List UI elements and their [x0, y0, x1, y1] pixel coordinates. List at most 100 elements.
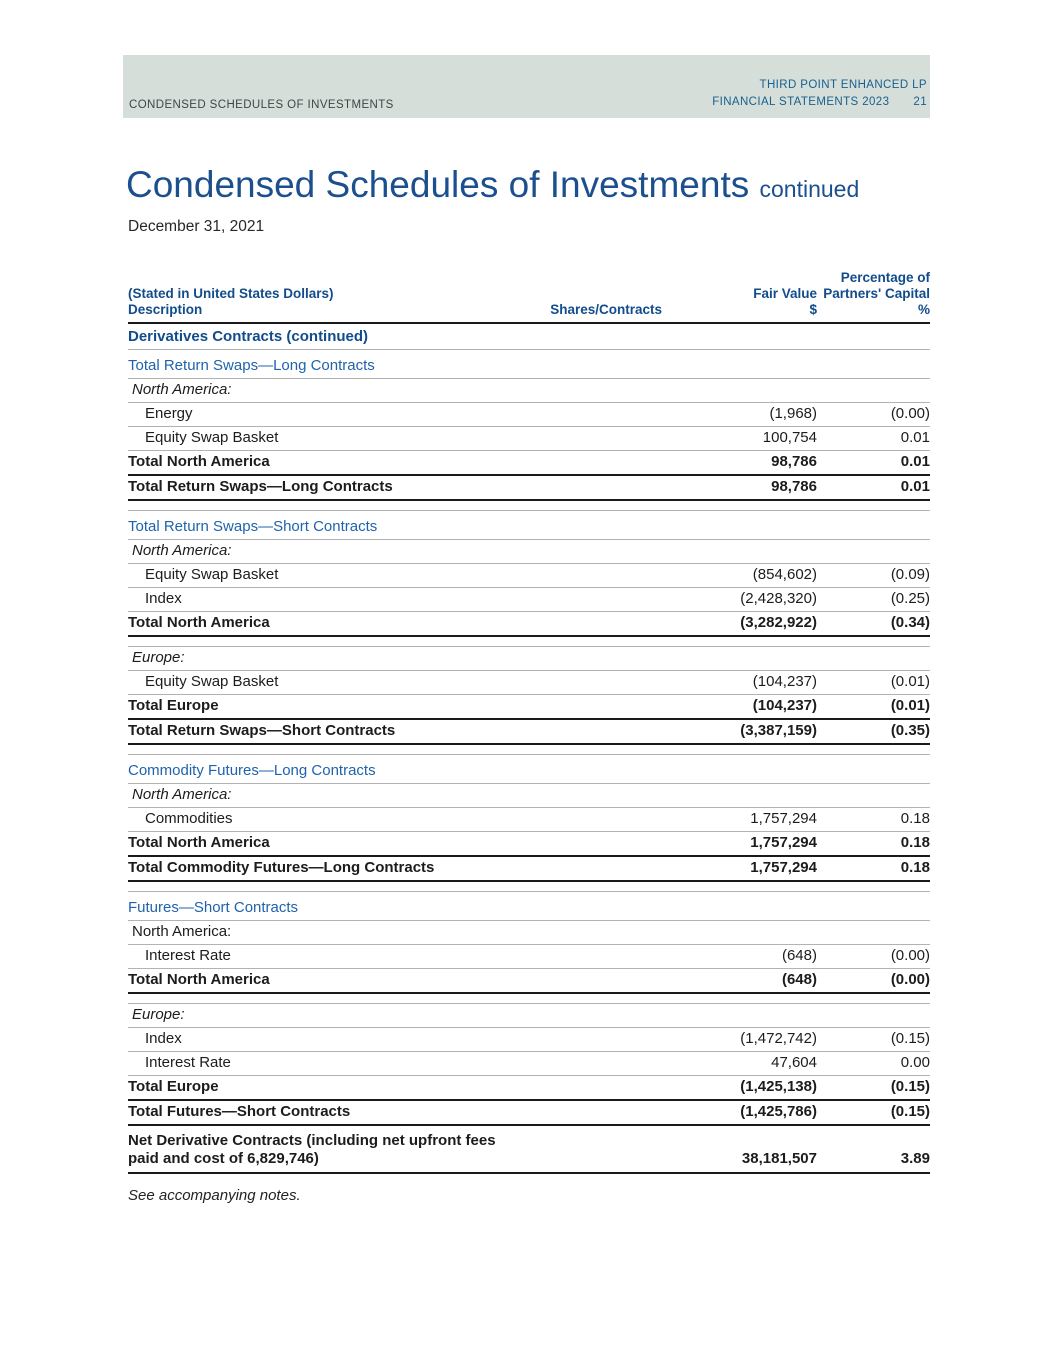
- header-percentage-line2: Partners' Capital: [823, 286, 930, 301]
- fair-value-cell: (104,237): [752, 673, 817, 690]
- table-region: (Stated in United States Dollars) Descri…: [128, 270, 930, 1204]
- row-label: Net Derivative Contracts (including net …: [128, 1132, 496, 1167]
- running-header-doc-line: FINANCIAL STATEMENTS 2023 21: [712, 94, 927, 111]
- row-label: Equity Swap Basket: [145, 429, 279, 446]
- region-row: North America:: [128, 921, 930, 945]
- percent-cell: (0.00): [890, 947, 930, 964]
- header-percentage-unit: %: [917, 302, 930, 317]
- running-header-right: THIRD POINT ENHANCED LP FINANCIAL STATEM…: [712, 77, 927, 111]
- row-label: Europe:: [132, 649, 185, 666]
- row-label: Total Europe: [128, 1078, 219, 1095]
- percent-cell: (0.15): [890, 1078, 930, 1095]
- row-label: Commodity Futures—Long Contracts: [128, 762, 376, 779]
- spacer-row: [128, 637, 930, 647]
- spacer-row: [128, 745, 930, 755]
- data-row: Index (2,428,320) (0.25): [128, 588, 930, 612]
- fair-value-cell: (854,602): [752, 566, 817, 583]
- spacer-row: [128, 501, 930, 511]
- header-percentage-line1: Percentage of: [840, 270, 930, 285]
- percent-cell: 0.01: [900, 429, 930, 446]
- header-percentage-col: Percentage of Partners' Capital %: [817, 270, 930, 318]
- percent-cell: 0.01: [900, 453, 930, 470]
- fair-value-cell: (1,425,138): [740, 1078, 817, 1095]
- percent-cell: (0.09): [890, 566, 930, 583]
- percent-cell: (0.15): [890, 1103, 930, 1120]
- net-row: Net Derivative Contracts (including net …: [128, 1126, 930, 1174]
- total-row: Total North America 98,786 0.01: [128, 451, 930, 476]
- row-label: Total North America: [128, 453, 270, 470]
- header-fair-value-label: Fair Value: [753, 286, 817, 301]
- row-label: Total Europe: [128, 697, 219, 714]
- row-label: North America:: [132, 542, 232, 559]
- header-stated-label: (Stated in United States Dollars): [128, 286, 334, 301]
- page-title-suffix: continued: [759, 176, 860, 202]
- row-label: Total North America: [128, 614, 270, 631]
- data-row: Equity Swap Basket 100,754 0.01: [128, 427, 930, 451]
- running-header-company: THIRD POINT ENHANCED LP: [759, 79, 927, 91]
- total-row: Total Commodity Futures—Long Contracts 1,…: [128, 857, 930, 882]
- row-label: Total Return Swaps—Long Contracts: [128, 357, 375, 374]
- fair-value-cell: (3,282,922): [740, 614, 817, 631]
- page-header-band: CONDENSED SCHEDULES OF INVESTMENTS THIRD…: [123, 55, 930, 118]
- row-label: Total Return Swaps—Long Contracts: [128, 478, 393, 495]
- header-shares-col: Shares/Contracts: [487, 270, 662, 318]
- row-label: North America:: [132, 786, 232, 803]
- row-label: North America:: [132, 381, 232, 398]
- fair-value-cell: 1,757,294: [750, 859, 817, 876]
- region-row: North America:: [128, 379, 930, 403]
- total-row: Total Europe (104,237) (0.01): [128, 695, 930, 720]
- percent-cell: 0.01: [900, 478, 930, 495]
- data-row: Equity Swap Basket (104,237) (0.01): [128, 671, 930, 695]
- fair-value-cell: (1,425,786): [740, 1103, 817, 1120]
- percent-cell: 3.89: [900, 1150, 930, 1167]
- section-bold-row: Derivatives Contracts (continued): [128, 324, 930, 350]
- fair-value-cell: (648): [781, 947, 817, 964]
- region-row: Europe:: [128, 1004, 930, 1028]
- header-fair-value-unit: $: [809, 302, 817, 317]
- fair-value-cell: (2,428,320): [740, 590, 817, 607]
- section-row: Total Return Swaps—Long Contracts: [128, 350, 930, 379]
- fair-value-cell: (1,472,742): [740, 1030, 817, 1047]
- data-row: Commodities 1,757,294 0.18: [128, 808, 930, 832]
- footnote: See accompanying notes.: [128, 1187, 301, 1204]
- percent-cell: 0.18: [900, 810, 930, 827]
- running-header-left: CONDENSED SCHEDULES OF INVESTMENTS: [129, 99, 394, 111]
- percent-cell: 0.18: [900, 834, 930, 851]
- header-description-col: (Stated in United States Dollars) Descri…: [128, 270, 487, 318]
- report-date: December 31, 2021: [128, 218, 265, 235]
- spacer-row: [128, 994, 930, 1004]
- page-title: Condensed Schedules of Investments conti…: [126, 163, 859, 211]
- percent-cell: (0.00): [890, 971, 930, 988]
- percent-cell: (0.34): [890, 614, 930, 631]
- section-row: Futures—Short Contracts: [128, 892, 930, 921]
- percent-cell: (0.01): [890, 697, 930, 714]
- region-row: Europe:: [128, 647, 930, 671]
- fair-value-cell: 1,757,294: [750, 810, 817, 827]
- row-label: Interest Rate: [145, 1054, 231, 1071]
- fair-value-cell: 100,754: [762, 429, 817, 446]
- percent-cell: 0.00: [900, 1054, 930, 1071]
- row-label: North America:: [132, 923, 232, 940]
- row-label: Total Return Swaps—Short Contracts: [128, 518, 378, 535]
- header-fair-value-col: Fair Value $: [662, 270, 817, 318]
- percent-cell: (0.25): [890, 590, 930, 607]
- fair-value-cell: 38,181,507: [741, 1150, 817, 1167]
- total-row: Total Return Swaps—Short Contracts (3,387…: [128, 720, 930, 745]
- data-row: Interest Rate 47,604 0.00: [128, 1052, 930, 1076]
- data-row: Energy (1,968) (0.00): [128, 403, 930, 427]
- fair-value-cell: (104,237): [752, 697, 817, 714]
- region-row: North America:: [128, 540, 930, 564]
- total-row: Total North America 1,757,294 0.18: [128, 832, 930, 857]
- row-label: Index: [145, 1030, 182, 1047]
- row-label: Total North America: [128, 971, 270, 988]
- percent-cell: (0.00): [890, 405, 930, 422]
- running-header-doc: FINANCIAL STATEMENTS 2023: [712, 96, 890, 108]
- row-label: Total Futures—Short Contracts: [128, 1103, 351, 1120]
- fair-value-cell: (3,387,159): [740, 722, 817, 739]
- data-row: Equity Swap Basket (854,602) (0.09): [128, 564, 930, 588]
- data-row: Index (1,472,742) (0.15): [128, 1028, 930, 1052]
- page-title-main: Condensed Schedules of Investments: [126, 164, 750, 205]
- spacer-row: [128, 882, 930, 892]
- percent-cell: (0.35): [890, 722, 930, 739]
